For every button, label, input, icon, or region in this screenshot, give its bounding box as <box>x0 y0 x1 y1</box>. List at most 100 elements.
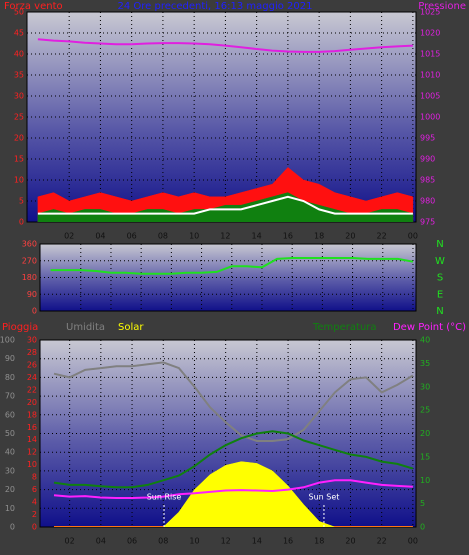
y-tick-label: 100 <box>0 336 15 345</box>
y-tick-label: 30 <box>14 92 24 101</box>
y-label: Forza vento <box>4 1 63 12</box>
y2-label: Pressione <box>418 1 466 12</box>
y2-tick-label: 990 <box>420 155 435 164</box>
x-tick-label: 14 <box>252 232 262 241</box>
y-tick-label: 90 <box>5 354 15 363</box>
y-tick-label: 45 <box>14 29 24 38</box>
y-tick-label: 40 <box>5 448 15 457</box>
y-tick-label: 60 <box>5 410 15 419</box>
y-tick-label: 50 <box>5 429 15 438</box>
x-tick-label: 08 <box>158 537 168 546</box>
y-tick-label: 0 <box>10 523 15 532</box>
annotation: Sun Set <box>308 493 339 502</box>
y2-tick-label: 1025 <box>420 8 440 17</box>
y-tick-label: 80 <box>5 373 15 382</box>
title: 24 Ore precedenti, 16:13 maggio 2021 <box>117 1 312 12</box>
x-tick-label: 08 <box>158 232 168 241</box>
legend-label: Temperatura <box>312 322 377 333</box>
x-tick-label: 20 <box>345 537 355 546</box>
y-tick-label: 20 <box>5 485 15 494</box>
y-tick-label: 20 <box>14 134 24 143</box>
x-tick-label: 02 <box>65 537 75 546</box>
y2-tick-label: E <box>437 289 443 300</box>
y2-tick-label: 15 <box>420 452 430 461</box>
series-line <box>37 195 413 215</box>
y3-tick-label: 8 <box>32 473 37 482</box>
y2-tick-label: 30 <box>420 382 430 391</box>
x-tick-label: 14 <box>252 537 262 546</box>
x-tick-label: 22 <box>377 537 387 546</box>
y3-tick-label: 16 <box>27 423 37 432</box>
y3-tick-label: 22 <box>27 385 37 394</box>
y2-tick-label: 1005 <box>420 92 440 101</box>
x-tick-label: 20 <box>345 232 355 241</box>
y3-tick-label: 26 <box>27 360 37 369</box>
plot <box>27 12 416 222</box>
y2-tick-label: 25 <box>420 406 430 415</box>
y3-tick-label: 6 <box>32 485 37 494</box>
x-tick-label: 00 <box>408 232 418 241</box>
y2-tick-label: N <box>436 306 443 317</box>
y-tick-label: 15 <box>14 155 24 164</box>
y-tick-label: 10 <box>14 176 24 185</box>
series-line <box>53 430 414 489</box>
x-tick-label: 18 <box>314 232 324 241</box>
series-line <box>50 257 414 275</box>
y2-tick-label: S <box>437 273 443 284</box>
x-tick-label: 04 <box>96 537 106 546</box>
x-tick-label: 22 <box>377 232 387 241</box>
y3-tick-label: 10 <box>27 460 37 469</box>
y-tick-label: 40 <box>14 50 24 59</box>
y3-tick-label: 18 <box>27 410 37 419</box>
x-tick-label: 12 <box>220 232 230 241</box>
legend-label: Pioggia <box>2 322 38 333</box>
y2-tick-label: 0 <box>420 523 425 532</box>
y-tick-label: 0 <box>32 307 37 316</box>
plot <box>40 244 416 311</box>
y3-tick-label: 28 <box>27 348 37 357</box>
y-tick-label: 180 <box>22 273 37 282</box>
y2-tick-label: 10 <box>420 476 430 485</box>
y3-tick-label: 0 <box>32 523 37 532</box>
y3-tick-label: 24 <box>27 373 37 382</box>
y-tick-label: 10 <box>5 504 15 513</box>
series-area <box>37 192 414 222</box>
legend-label: Umidita <box>66 322 105 333</box>
x-tick-label: 18 <box>314 537 324 546</box>
series-line <box>53 361 414 442</box>
series-line <box>37 38 413 53</box>
x-tick-label: 12 <box>221 537 231 546</box>
series-area <box>54 461 413 527</box>
y-tick-label: 0 <box>19 218 24 227</box>
x-tick-label: 16 <box>283 537 293 546</box>
annotation: Sun Rise <box>147 493 182 502</box>
x-tick-label: 10 <box>189 537 199 546</box>
y2-tick-label: 35 <box>420 359 430 368</box>
legend-label: Solar <box>118 322 144 333</box>
y2-tick-label: W <box>435 256 445 267</box>
y-tick-label: 360 <box>22 240 37 249</box>
y2-tick-label: 40 <box>420 336 430 345</box>
y2-tick-label: 980 <box>420 197 435 206</box>
y2-tick-label: 1015 <box>420 50 440 59</box>
plot <box>40 340 416 527</box>
y-tick-label: 90 <box>27 290 37 299</box>
series-line <box>53 479 413 499</box>
y-tick-label: 50 <box>14 8 24 17</box>
y2-tick-label: 975 <box>420 218 435 227</box>
y2-tick-label: 20 <box>420 429 430 438</box>
y2-tick-label: 1020 <box>420 29 440 38</box>
legend-label: Dew Point (°C) <box>393 322 466 333</box>
y3-tick-label: 4 <box>32 498 37 507</box>
x-tick-label: 16 <box>283 232 293 241</box>
x-tick-label: 10 <box>189 232 199 241</box>
y-tick-label: 5 <box>19 197 24 206</box>
y3-tick-label: 12 <box>27 448 37 457</box>
x-tick-label: 02 <box>64 232 74 241</box>
x-tick-label: 00 <box>408 537 418 546</box>
y3-tick-label: 14 <box>27 435 37 444</box>
y2-tick-label: N <box>436 239 443 250</box>
y2-tick-label: 1010 <box>420 71 440 80</box>
y-tick-label: 70 <box>5 392 15 401</box>
